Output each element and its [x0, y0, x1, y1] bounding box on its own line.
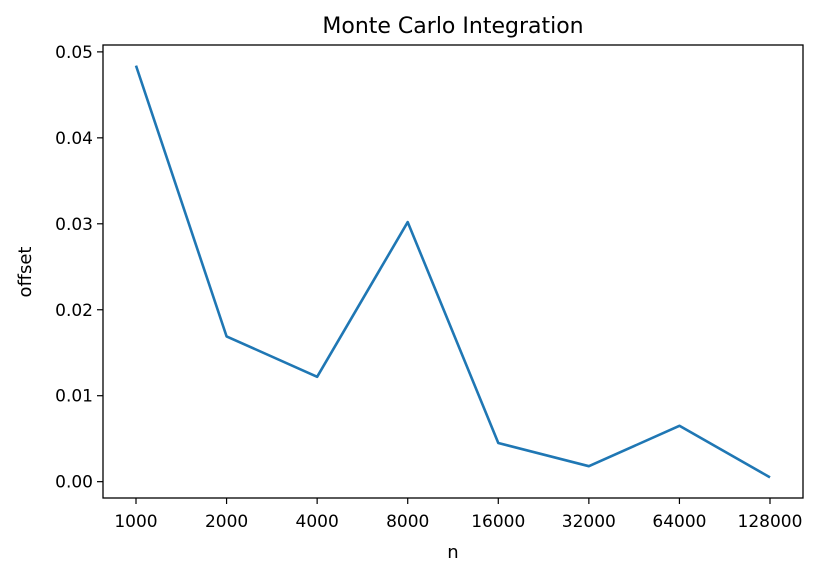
x-tick-label: 128000	[738, 512, 803, 532]
y-tick-label: 0.05	[55, 43, 93, 63]
x-tick-label: 16000	[471, 512, 525, 532]
chart-title: Monte Carlo Integration	[322, 14, 583, 39]
x-axis-label: n	[447, 542, 458, 563]
y-tick-label: 0.00	[55, 473, 93, 493]
x-tick-label: 8000	[386, 512, 429, 532]
x-tick-label: 4000	[296, 512, 339, 532]
y-axis-ticks: 0.00 0.01 0.02 0.03 0.04 0.05	[55, 43, 103, 493]
x-tick-label: 2000	[205, 512, 248, 532]
series-line	[134, 65, 771, 479]
y-tick-label: 0.01	[55, 387, 93, 407]
plot-frame	[102, 44, 804, 499]
y-tick-label: 0.02	[55, 301, 93, 321]
x-tick-label: 32000	[562, 512, 616, 532]
x-tick-label: 64000	[652, 512, 706, 532]
y-axis-label: offset	[15, 247, 36, 298]
x-axis-ticks: 1000 2000 4000 8000 16000 32000 64000 128000	[114, 498, 802, 532]
y-tick-label: 0.04	[55, 129, 93, 149]
y-tick-label: 0.03	[55, 215, 93, 235]
x-tick-label: 1000	[114, 512, 157, 532]
series-layer	[134, 65, 771, 479]
